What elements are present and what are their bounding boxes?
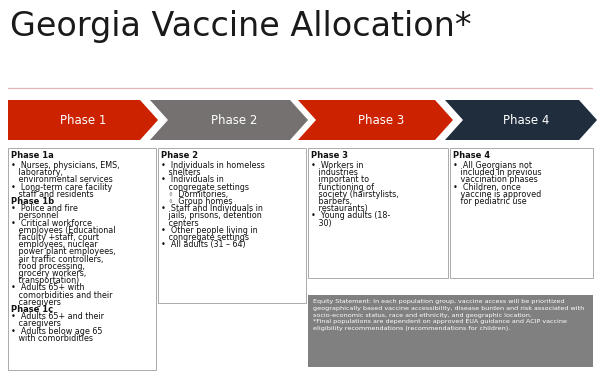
- Text: barbers,: barbers,: [311, 197, 352, 206]
- Text: •  Critical workforce: • Critical workforce: [11, 219, 92, 228]
- Text: caregivers: caregivers: [11, 319, 61, 328]
- Text: Phase 1: Phase 1: [60, 113, 106, 126]
- Text: Phase 1c: Phase 1c: [11, 305, 53, 314]
- Text: Phase 1b: Phase 1b: [11, 197, 54, 206]
- Polygon shape: [298, 100, 453, 140]
- Text: restaurants): restaurants): [311, 204, 368, 213]
- Text: ◦  Group homes: ◦ Group homes: [161, 197, 233, 206]
- Text: air traffic controllers,: air traffic controllers,: [11, 255, 103, 264]
- Bar: [450, 148, 593, 278]
- Text: faculty +staff, court: faculty +staff, court: [11, 233, 99, 242]
- Text: congregate settings: congregate settings: [161, 183, 249, 191]
- Text: •  Adults 65+ with: • Adults 65+ with: [11, 284, 85, 292]
- Text: 30): 30): [311, 219, 332, 228]
- Text: society (hairstylists,: society (hairstylists,: [311, 190, 398, 199]
- Text: •  Individuals in: • Individuals in: [161, 176, 224, 184]
- Text: •  Long-term care facility: • Long-term care facility: [11, 183, 112, 191]
- Text: industries: industries: [311, 168, 358, 177]
- Text: vaccine is approved: vaccine is approved: [453, 190, 541, 199]
- Text: Phase 1a: Phase 1a: [11, 151, 54, 160]
- Polygon shape: [8, 100, 158, 140]
- Text: employees (Educational: employees (Educational: [11, 226, 115, 235]
- Text: •  Adults below age 65: • Adults below age 65: [11, 326, 103, 336]
- Text: transportation): transportation): [11, 276, 79, 285]
- Text: important to: important to: [311, 176, 369, 184]
- Text: jails, prisons, detention: jails, prisons, detention: [161, 211, 262, 220]
- Text: laboratory,: laboratory,: [11, 168, 63, 177]
- Text: caregivers: caregivers: [11, 298, 61, 307]
- Text: environmental services: environmental services: [11, 176, 113, 184]
- Text: included in previous: included in previous: [453, 168, 542, 177]
- Text: Phase 3: Phase 3: [358, 113, 404, 126]
- Text: food processing,: food processing,: [11, 262, 85, 271]
- Bar: [158, 148, 306, 303]
- Bar: [308, 148, 448, 278]
- Text: •  Police and fire: • Police and fire: [11, 204, 78, 213]
- Text: •  Staff and Individuals in: • Staff and Individuals in: [161, 204, 263, 213]
- Polygon shape: [150, 100, 308, 140]
- Text: Phase 4: Phase 4: [503, 113, 550, 126]
- Text: shelters: shelters: [161, 168, 200, 177]
- Text: Phase 3: Phase 3: [311, 151, 348, 160]
- Text: staff and residents: staff and residents: [11, 190, 94, 199]
- Text: vaccination phases: vaccination phases: [453, 176, 538, 184]
- Text: congregate settings: congregate settings: [161, 233, 249, 242]
- Text: •  Young adults (18-: • Young adults (18-: [311, 211, 390, 220]
- Text: for pediatric use: for pediatric use: [453, 197, 527, 206]
- Bar: [8, 148, 156, 370]
- Text: ◦  Dormitories,: ◦ Dormitories,: [161, 190, 228, 199]
- Text: Equity Statement: In each population group, vaccine access will be prioritized
g: Equity Statement: In each population gro…: [313, 299, 584, 331]
- Text: •  Children, once: • Children, once: [453, 183, 521, 191]
- Text: personnel: personnel: [11, 211, 58, 220]
- Text: power plant employees,: power plant employees,: [11, 247, 116, 256]
- Text: •  All Georgians not: • All Georgians not: [453, 161, 532, 170]
- Text: functioning of: functioning of: [311, 183, 374, 191]
- Text: comorbidities and their: comorbidities and their: [11, 291, 113, 300]
- Text: •  Nurses, physicians, EMS,: • Nurses, physicians, EMS,: [11, 161, 119, 170]
- Text: employees, nuclear: employees, nuclear: [11, 240, 98, 249]
- Text: •  Individuals in homeless: • Individuals in homeless: [161, 161, 265, 170]
- Text: Phase 2: Phase 2: [161, 151, 198, 160]
- Text: •  Workers in: • Workers in: [311, 161, 364, 170]
- Bar: [308, 295, 593, 367]
- Text: Phase 2: Phase 2: [211, 113, 257, 126]
- Text: •  Other people living in: • Other people living in: [161, 226, 257, 235]
- Text: Georgia Vaccine Allocation*: Georgia Vaccine Allocation*: [10, 10, 472, 43]
- Text: •  All adults (31 – 64): • All adults (31 – 64): [161, 240, 245, 249]
- Text: grocery workers,: grocery workers,: [11, 269, 86, 278]
- Text: with comorbidities: with comorbidities: [11, 334, 93, 343]
- Text: centers: centers: [161, 219, 199, 228]
- Text: Phase 4: Phase 4: [453, 151, 490, 160]
- Text: •  Adults 65+ and their: • Adults 65+ and their: [11, 312, 104, 321]
- Polygon shape: [445, 100, 597, 140]
